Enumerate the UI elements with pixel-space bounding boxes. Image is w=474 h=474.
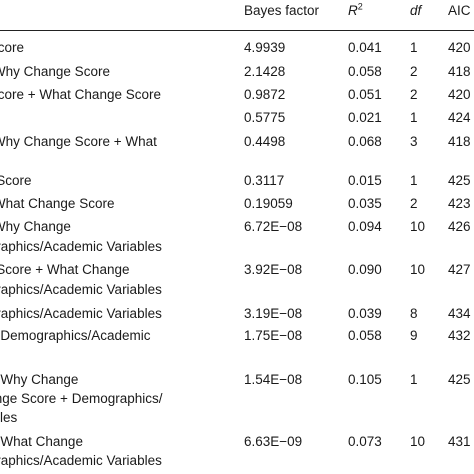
table-row-model-continued: mographics/Academic Variables [0, 282, 162, 297]
table-row-df: 1 [410, 173, 418, 188]
table-row-bayes-factor: 0.9872 [244, 87, 286, 102]
table-row-model: on + Demographics/Academic [0, 328, 151, 343]
header-bayes-factor: Bayes factor [244, 3, 320, 18]
table-row-aic: 418 [448, 134, 471, 149]
table-row-r2: 0.058 [348, 328, 382, 343]
table-row-aic: 431 [448, 434, 471, 449]
table-row-df: 10 [410, 434, 426, 449]
table-row-bayes-factor: 6.63E−09 [244, 434, 303, 449]
table-row-r2: 0.051 [348, 87, 382, 102]
table-row-aic: 423 [448, 196, 471, 211]
table-row-model: n + Why Change Score + What [0, 134, 157, 149]
table-row-aic: 434 [448, 306, 471, 321]
table-row-r2: 0.094 [348, 219, 382, 234]
table-row-aic: 426 [448, 219, 471, 234]
table-row-model: on + What Change [0, 434, 83, 449]
table-row-model: on + Why Change [0, 372, 79, 387]
table-row-model: mographics/Academic Variables [0, 306, 162, 321]
table-row-aic: 425 [448, 372, 471, 387]
table-row-aic: 420 [448, 40, 471, 55]
table-row-bayes-factor: 0.5775 [244, 110, 286, 125]
table-row-r2: 0.035 [348, 196, 382, 211]
table-row-bayes-factor: 4.9939 [244, 40, 286, 55]
table-row-r2: 0.073 [348, 434, 382, 449]
table-row-r2: 0.015 [348, 173, 382, 188]
table-row-bayes-factor: 0.4498 [244, 134, 286, 149]
table-row-model: ge Score + What Change Score [0, 87, 161, 102]
table-row-aic: 418 [448, 64, 471, 79]
table-row-r2: 0.058 [348, 64, 382, 79]
table-row-df: 1 [410, 40, 418, 55]
header-rule [0, 30, 474, 31]
table-row-model: ge Score [0, 40, 25, 55]
header-df: df [410, 3, 422, 18]
table-row-r2: 0.041 [348, 40, 382, 55]
header-aic: AIC [448, 3, 471, 18]
table-row-aic: 420 [448, 87, 471, 102]
table-row-r2: 0.021 [348, 110, 382, 125]
header-r2: R2 [348, 2, 363, 20]
table-row-model: n + Why Change [0, 219, 71, 234]
table-row-aic: 425 [448, 173, 471, 188]
table-row-df: 2 [410, 196, 418, 211]
table-row-bayes-factor: 3.92E−08 [244, 262, 303, 277]
table-row-bayes-factor: 6.72E−08 [244, 219, 303, 234]
table-row-bayes-factor: 2.1428 [244, 64, 286, 79]
table-row-bayes-factor: 0.19059 [244, 196, 293, 211]
table-row-bayes-factor: 1.54E−08 [244, 372, 303, 387]
table-row-model-continued: ariables [0, 410, 18, 425]
table-row-aic: 424 [448, 110, 471, 125]
table-row-model-continued: mographics/Academic Variables [0, 453, 162, 468]
table-row-df: 9 [410, 328, 418, 343]
table-row-model: nge Score [0, 173, 32, 188]
table-row-model: nge Score + What Change [0, 262, 130, 277]
table-row-r2: 0.068 [348, 134, 382, 149]
header-r2-label: R [348, 3, 358, 18]
table-row-model-continued: Change Score + Demographics/ [0, 391, 163, 406]
table-row-df: 8 [410, 306, 418, 321]
table-row-r2: 0.105 [348, 372, 382, 387]
table-row-model: n + Why Change Score [0, 64, 110, 79]
table-row-df: 1 [410, 372, 418, 387]
table-row-bayes-factor: 1.75E−08 [244, 328, 303, 343]
table-row-aic: 432 [448, 328, 471, 343]
table-row-df: 10 [410, 219, 426, 234]
table-row-model-continued: mographics/Academic Variables [0, 239, 162, 254]
table-row-df: 2 [410, 64, 418, 79]
table-row-df: 2 [410, 87, 418, 102]
table-row-df: 10 [410, 262, 426, 277]
table-row-r2: 0.090 [348, 262, 382, 277]
table-row-aic: 427 [448, 262, 471, 277]
table-row-r2: 0.039 [348, 306, 382, 321]
table-row-model: n + What Change Score [0, 196, 115, 211]
table-row-df: 3 [410, 134, 418, 149]
table-row-bayes-factor: 3.19E−08 [244, 306, 303, 321]
table-row-bayes-factor: 0.3117 [244, 173, 285, 188]
header-r2-superscript: 2 [357, 1, 363, 12]
table-row-df: 1 [410, 110, 418, 125]
